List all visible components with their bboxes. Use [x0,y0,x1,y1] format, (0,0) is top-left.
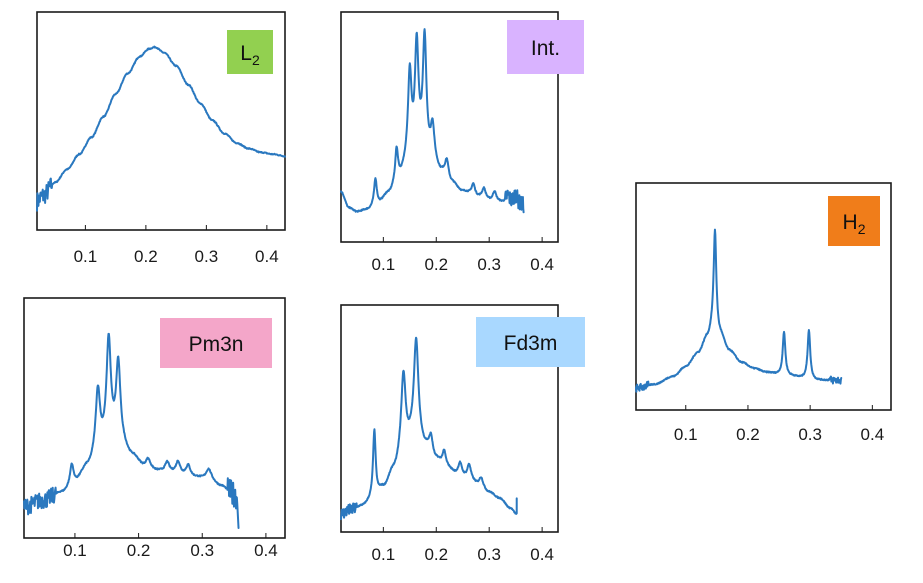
phase-label-badge [227,30,273,74]
x-tick-label: 0.2 [127,541,151,560]
phase-label: H2 [843,211,866,237]
series-line-pm3n [23,332,240,529]
x-tick-label: 0.1 [674,425,698,444]
x-tick-label: 0.4 [255,247,279,266]
panel-int: 0.1 0.2 0.3 0.4 Int. [340,11,584,274]
phase-label-subscript: 2 [858,221,866,237]
x-tick-label: 0.1 [74,247,98,266]
x-tick-label: 0.2 [424,545,448,564]
panel-pm3n: 0.1 0.2 0.3 0.4 Pm3n [23,297,286,560]
x-tick-label: 0.1 [63,541,87,560]
x-tick-label: 0.3 [477,255,501,274]
series-line-l2 [36,45,286,212]
x-tick-label: 0.2 [134,247,158,266]
x-tick-label: 0.3 [190,541,214,560]
panel-fd3m: 0.1 0.2 0.3 0.4 Fd3m [340,304,585,564]
series-line-fd3m [340,336,518,521]
phase-label-badge [160,318,272,368]
phase-label: Pm3n [189,333,244,356]
x-tick-label: 0.4 [254,541,278,560]
x-tick-label: 0.3 [798,425,822,444]
series-line-int [340,28,525,214]
phase-label: Fd3m [504,332,558,355]
x-tick-label: 0.3 [477,545,501,564]
x-tick-label: 0.1 [372,545,396,564]
series-line-h2 [635,228,843,393]
x-tick-label: 0.3 [195,247,219,266]
x-tick-label: 0.1 [372,255,396,274]
x-tick-label: 0.2 [736,425,760,444]
x-tick-label: 0.4 [861,425,885,444]
phase-label-badge [828,196,880,246]
x-tick-label: 0.4 [530,545,554,564]
panel-h2: 0.1 0.2 0.3 0.4 H2 [635,182,892,444]
x-tick-label: 0.2 [424,255,448,274]
phase-label-badge [507,20,584,74]
phase-label-subscript: 2 [252,52,260,68]
phase-label: Int. [531,37,560,60]
panel-l2: 0.1 0.2 0.3 0.4 L2 [36,11,286,266]
phase-label-badge [476,317,585,367]
x-tick-label: 0.4 [530,255,554,274]
phase-label: L2 [240,42,260,68]
